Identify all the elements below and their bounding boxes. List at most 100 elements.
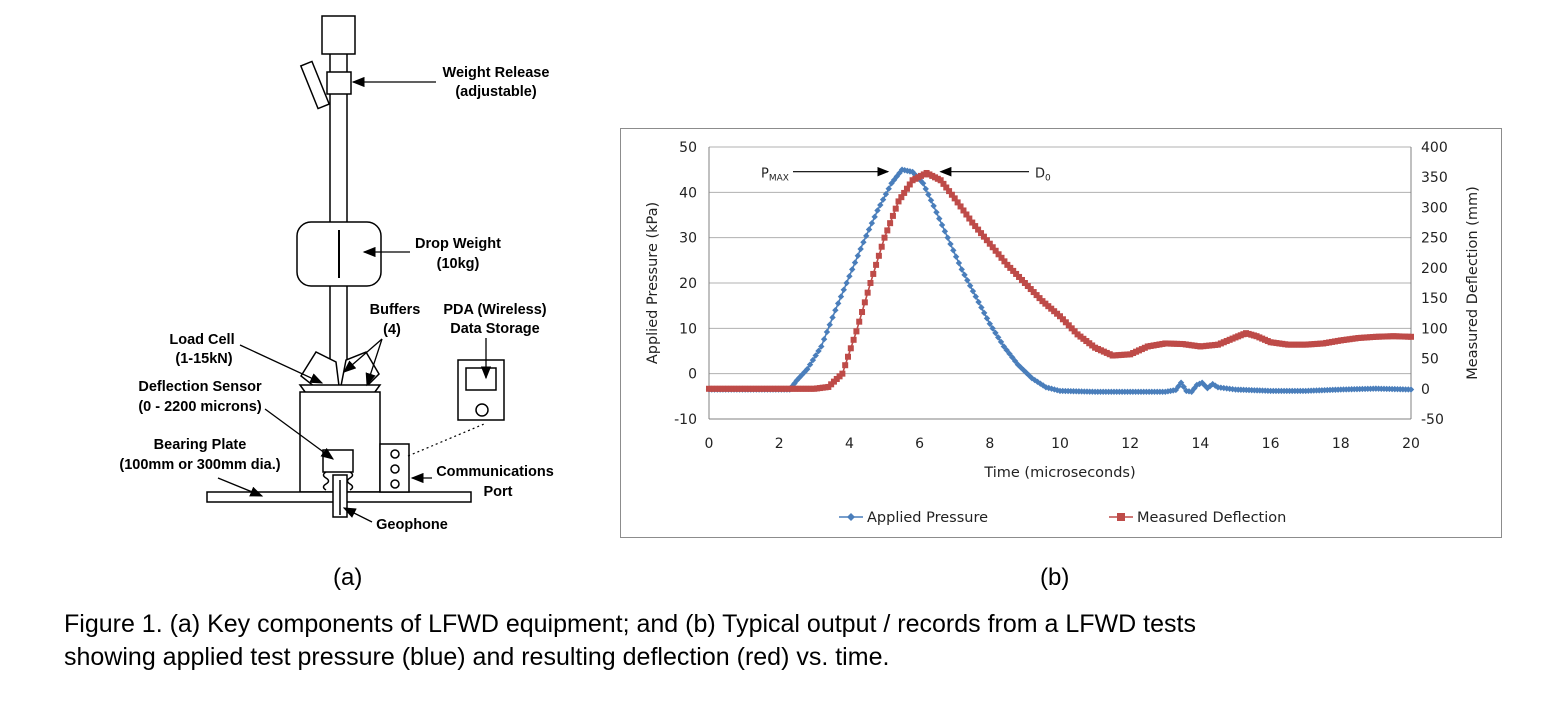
deflection-point <box>1059 316 1066 323</box>
pressure-point <box>860 239 867 246</box>
pressure-point <box>806 361 814 368</box>
deflection-point <box>946 188 953 195</box>
label-drop-weight: Drop Weight <box>415 236 501 252</box>
pressure-point <box>978 304 985 311</box>
caption-line-2: showing applied test pressure (blue) and… <box>64 643 890 671</box>
pressure-point <box>896 169 903 177</box>
legend-item-pressure: Applied Pressure <box>839 510 988 526</box>
pmax-subscript: MAX <box>769 174 789 184</box>
pressure-point <box>851 259 859 266</box>
pressure-point <box>871 213 878 221</box>
y-tick-label: 40 <box>679 185 697 201</box>
pressure-point <box>1214 384 1222 391</box>
deflection-point <box>867 280 874 286</box>
deflection-point <box>842 362 849 369</box>
pressure-point <box>849 266 856 273</box>
deflection-point <box>1033 292 1040 299</box>
pressure-point <box>879 196 887 203</box>
x-tick-label: 12 <box>1121 436 1139 452</box>
x-tick-label: 2 <box>775 436 784 452</box>
pressure-point <box>829 314 836 321</box>
deflection-point <box>960 207 967 214</box>
pressure-point <box>980 309 988 317</box>
lfwd-equipment-diagram: Weight Release (adjustable) Drop Weight … <box>119 15 554 533</box>
pressure-point <box>832 307 839 314</box>
pressure-point <box>865 226 873 233</box>
x-tick-label: 14 <box>1191 436 1209 452</box>
deflection-point <box>853 328 860 335</box>
pressure-point <box>834 300 842 307</box>
pressure-point <box>975 298 982 306</box>
figure-caption: Figure 1. (a) Key components of LFWD equ… <box>64 608 1524 674</box>
y-tick-label: 10 <box>679 321 697 337</box>
x-tick-label: 8 <box>985 436 994 452</box>
pressure-point <box>989 325 996 332</box>
d0-label: D0 <box>1035 167 1051 184</box>
deflection-point <box>1001 258 1008 265</box>
deflection-point <box>839 370 846 377</box>
y-tick-label: 30 <box>679 231 697 247</box>
pressure-point <box>944 234 951 241</box>
x-tick-label: 20 <box>1402 436 1420 452</box>
label-load-cell-range: (1-15kN) <box>175 351 232 367</box>
deflection-point <box>1021 280 1028 286</box>
pressure-point <box>969 287 977 295</box>
weight-release <box>326 71 352 95</box>
pressure-point <box>1229 385 1236 393</box>
pressure-point <box>930 202 937 210</box>
pressure-point <box>823 328 831 336</box>
pressure-point <box>927 197 935 204</box>
deflection-point <box>906 181 913 188</box>
pressure-point <box>837 293 845 300</box>
pressure-point <box>1201 382 1208 389</box>
deflection-point <box>861 299 868 306</box>
deflection-point <box>995 251 1002 258</box>
deflection-point <box>1010 267 1017 274</box>
label-deflection-sensor-range: (0 - 2200 microns) <box>138 399 261 415</box>
y2-tick-label: 400 <box>1421 140 1448 156</box>
deflection-point <box>1062 319 1069 326</box>
deflection-point <box>1024 283 1031 290</box>
pressure-point <box>843 279 850 287</box>
deflection-point <box>864 289 871 296</box>
pressure-point <box>1193 381 1201 389</box>
pressure-point <box>1020 366 1027 374</box>
y2-tick-label: 100 <box>1421 321 1448 337</box>
chart-canvas: -1001020304050-5005010015020025030035040… <box>645 140 1481 526</box>
deflection-point <box>850 336 857 343</box>
pressure-point <box>1204 384 1211 392</box>
deflection-point <box>844 353 851 360</box>
pressure-point <box>868 219 876 227</box>
deflection-point <box>937 177 944 184</box>
deflection-point <box>1016 273 1023 280</box>
pressure-point <box>919 180 927 187</box>
deflection-point <box>957 203 964 210</box>
deflection-point <box>895 198 902 205</box>
deflection-point <box>998 254 1005 261</box>
panel-b-label: (b) <box>1040 564 1070 591</box>
deflection-point <box>978 230 985 237</box>
deflection-point <box>1057 313 1063 320</box>
deflection-point <box>859 309 866 316</box>
deflection-point <box>873 261 880 268</box>
deflection-point <box>1408 333 1414 340</box>
top-cap <box>321 15 356 55</box>
panel-a-label: (a) <box>333 564 363 591</box>
y-tick-label: -10 <box>674 412 697 428</box>
x-axis-title: Time (microseconds) <box>983 465 1135 481</box>
pressure-point <box>941 228 949 235</box>
pressure-point <box>1407 386 1415 393</box>
deflection-point <box>980 233 987 240</box>
label-weight-release: Weight Release <box>443 65 550 81</box>
deflection-point <box>875 252 882 259</box>
label-bearing-plate-size: (100mm or 300mm dia.) <box>119 457 280 473</box>
y-tick-label: 50 <box>679 140 697 156</box>
deflection-point <box>951 195 958 202</box>
y2-tick-label: 150 <box>1421 291 1448 307</box>
pressure-point <box>952 253 960 260</box>
deflection-series <box>706 169 1414 392</box>
deflection-point <box>892 205 899 212</box>
deflection-point <box>943 184 950 191</box>
pressure-point <box>958 266 965 273</box>
pressure-point <box>1212 382 1219 389</box>
